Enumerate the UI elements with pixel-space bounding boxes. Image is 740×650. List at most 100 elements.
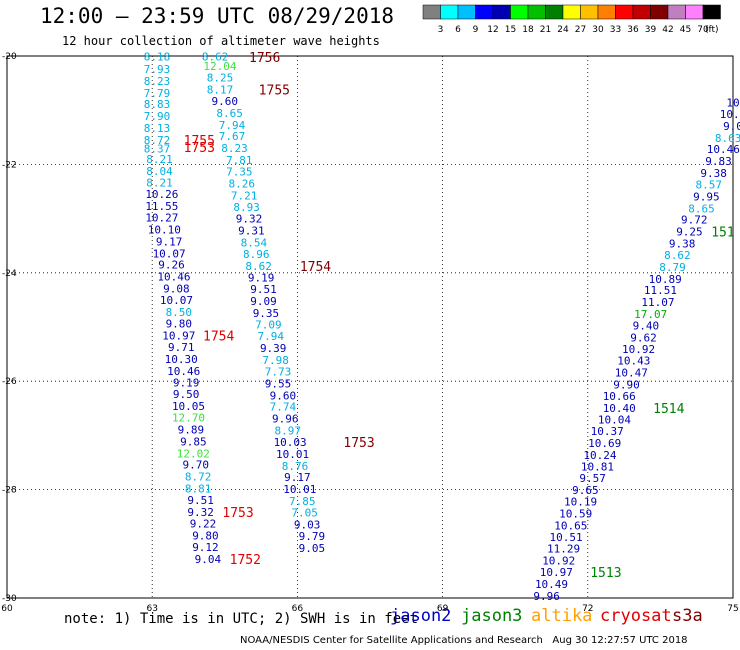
wave-height-label: 11.51 xyxy=(644,284,677,297)
wave-height-label: 9.32 xyxy=(187,506,214,519)
wave-height-label: 8.37 xyxy=(144,143,171,156)
wave-height-label: 10.49 xyxy=(535,578,568,591)
color-scale-legend: 3 6 9 12 15 18 21 24 27 30 33 36 39 42 45 70(ft) xyxy=(422,4,721,35)
wave-height-label: 7.21 xyxy=(231,189,258,202)
color-scale-label: 21 xyxy=(540,25,551,35)
wave-height-label: 8.25 xyxy=(207,72,234,85)
wave-height-label: 8.72 xyxy=(144,134,171,147)
color-scale-label: 33 xyxy=(610,25,621,35)
wave-height-label: 9.38 xyxy=(669,238,696,251)
wave-height-label: 12.70 xyxy=(172,412,205,425)
wave-height-label: 11.55 xyxy=(145,200,178,213)
wave-height-label: 9.05 xyxy=(299,542,326,555)
legend-cryosat: cryosat xyxy=(600,606,672,626)
y-tick-label: -30 xyxy=(2,594,17,604)
wave-height-label: 9.32 xyxy=(236,213,263,226)
wave-height-label: 9.71 xyxy=(168,341,195,354)
pass-time-label: 151 xyxy=(711,226,734,241)
wave-height-label: 9.70 xyxy=(183,459,210,472)
x-tick-label: 75 xyxy=(727,604,738,614)
wave-height-label: 8.62 xyxy=(245,260,272,273)
wave-height-label: 10.19 xyxy=(564,496,597,509)
wave-height-label: 7.09 xyxy=(255,318,282,331)
wave-height-label: 10.97 xyxy=(540,566,573,579)
wave-height-label: 10.46 xyxy=(707,143,740,156)
wave-height-label: 8.76 xyxy=(282,460,309,473)
pass-time-label: 1753 xyxy=(222,506,253,521)
wave-height-label: 8.57 xyxy=(696,178,723,191)
pass-time-label: 1514 xyxy=(653,402,684,417)
wave-height-label: 10.65 xyxy=(554,519,587,532)
wave-height-label: 9.89 xyxy=(178,423,205,436)
wave-height-label: 9.72 xyxy=(681,214,708,227)
wave-height-label: 8.23 xyxy=(221,142,248,155)
wave-height-label: 7.74 xyxy=(270,401,297,414)
color-scale-label: 27 xyxy=(575,25,586,35)
wave-height-label: 10.46 xyxy=(157,271,190,284)
wave-height-label: 10.43 xyxy=(617,355,650,368)
wave-height-label: 10.69 xyxy=(588,437,621,450)
color-scale-label: 24 xyxy=(557,25,569,35)
wave-height-label: 8.62 xyxy=(202,51,229,64)
color-scale-label: 39 xyxy=(645,25,657,35)
wave-height-label: 8.21 xyxy=(146,153,173,166)
wave-height-label: 9.65 xyxy=(572,484,599,497)
wave-height-label: 10.92 xyxy=(542,555,575,568)
wave-height-label: 10.07 xyxy=(160,294,193,307)
wave-height-label: 9.12 xyxy=(192,541,219,554)
wave-height-label: 9.80 xyxy=(166,318,193,331)
wave-height-label: 8.26 xyxy=(228,177,255,190)
wave-height-label: 10.30 xyxy=(165,353,198,366)
color-scale-label: 12 xyxy=(487,25,498,35)
wave-height-label: 9.62 xyxy=(630,331,657,344)
wave-height-label: 10.01 xyxy=(283,483,316,496)
wave-height-label: 10.03 xyxy=(274,436,307,449)
wave-height-label: 9.19 xyxy=(173,376,200,389)
wave-height-label: 9.83 xyxy=(705,155,732,168)
wave-height-label: 9.55 xyxy=(265,377,292,390)
wave-height-label: 8.81 xyxy=(185,483,212,496)
wave-height-label: 7.90 xyxy=(144,110,171,123)
pass-time-label: 1753 xyxy=(343,436,374,451)
wave-height-label: 10.37 xyxy=(591,425,624,438)
wave-height-label: 9.40 xyxy=(633,319,660,332)
wave-height-label: 9.51 xyxy=(187,494,214,507)
wave-height-label: 9.25 xyxy=(676,226,703,239)
wave-height-label: 8.50 xyxy=(166,306,193,319)
wave-height-label: 9.39 xyxy=(260,342,287,355)
y-tick-label: -24 xyxy=(2,269,17,279)
wave-height-label: 10.24 xyxy=(583,449,616,462)
wave-height-label: 10.59 xyxy=(559,507,592,520)
color-scale-label: 36 xyxy=(627,25,639,35)
wave-height-label: 9.17 xyxy=(156,235,183,248)
wave-height-label: 9.96 xyxy=(272,413,299,426)
wave-height-label: 7.05 xyxy=(291,506,318,519)
wave-height-label: 8.04 xyxy=(146,165,173,178)
wave-height-label: 8.54 xyxy=(241,236,268,249)
wave-height-label: 9.50 xyxy=(173,388,200,401)
wave-height-label: 8.63 xyxy=(715,132,740,145)
wave-height-label: 9.85 xyxy=(180,435,207,448)
pass-time-label: 1755 xyxy=(184,134,215,149)
wave-height-label: 9.95 xyxy=(693,190,720,203)
wave-height-label: 10.26 xyxy=(145,188,178,201)
wave-height-label: 10.51 xyxy=(549,531,582,544)
wave-height-label: 10.01 xyxy=(276,448,309,461)
wave-height-label: 8.96 xyxy=(243,248,270,261)
wave-height-label: 10.46 xyxy=(167,365,200,378)
wave-height-label: 9.22 xyxy=(190,518,217,531)
wave-height-label: 12.02 xyxy=(177,447,210,460)
chart-title: 12:00 – 23:59 UTC 08/29/2018 xyxy=(40,4,395,28)
wave-height-label: 9.80 xyxy=(192,530,219,543)
wave-height-label: 9.26 xyxy=(158,259,185,272)
wave-height-label: 10.89 xyxy=(649,273,682,286)
wave-height-label: 8.93 xyxy=(233,201,260,214)
wave-height-label: 8.17 xyxy=(207,84,234,97)
wave-height-label: 8.79 xyxy=(659,261,686,274)
wave-height-label: 8.18 xyxy=(144,51,171,64)
wave-height-label: 10.66 xyxy=(603,390,636,403)
wave-height-label: 8.65 xyxy=(688,202,715,215)
wave-height-label: 9.96 xyxy=(533,590,560,603)
legend-s3a: s3a xyxy=(672,606,703,626)
wave-height-label: 7.98 xyxy=(262,354,289,367)
